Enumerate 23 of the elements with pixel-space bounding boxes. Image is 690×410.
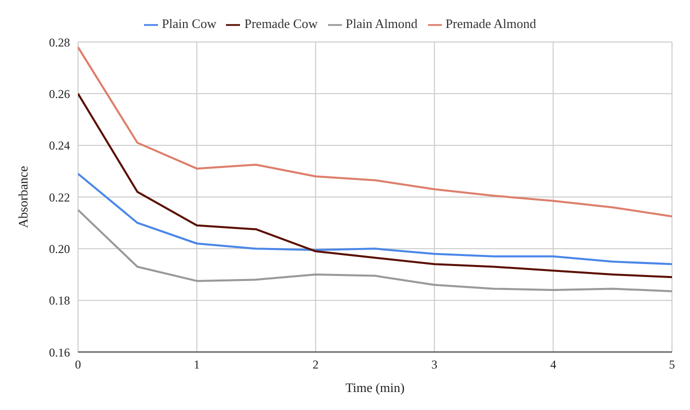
line-series [78,46,672,218]
legend-label: Plain Almond [346,16,418,31]
line-series [78,92,672,278]
legend-label: Plain Cow [162,16,216,31]
x-tick-label: 5 [669,358,675,372]
x-axis-title: Time (min) [345,380,405,395]
legend-label: Premade Almond [446,16,536,31]
x-tick-label: 3 [431,358,438,372]
y-tick-label: 0.16 [49,345,70,360]
y-tick-label: 0.20 [49,242,70,256]
x-tick-label: 2 [312,358,319,372]
y-tick-label: 0.18 [49,294,70,308]
y-tick-label: 0.24 [49,138,70,153]
x-tick-label: 1 [194,358,200,372]
x-tick-label: 4 [550,358,556,372]
x-tick-label: 0 [75,358,81,372]
line-series [78,172,672,266]
y-axis-title: Absorbance [16,166,31,228]
line-series [78,208,672,292]
y-tick-label: 0.28 [49,35,70,50]
y-tick-label: 0.22 [49,190,70,204]
legend-label: Premade Cow [244,16,318,31]
y-tick-label: 0.26 [49,86,70,101]
